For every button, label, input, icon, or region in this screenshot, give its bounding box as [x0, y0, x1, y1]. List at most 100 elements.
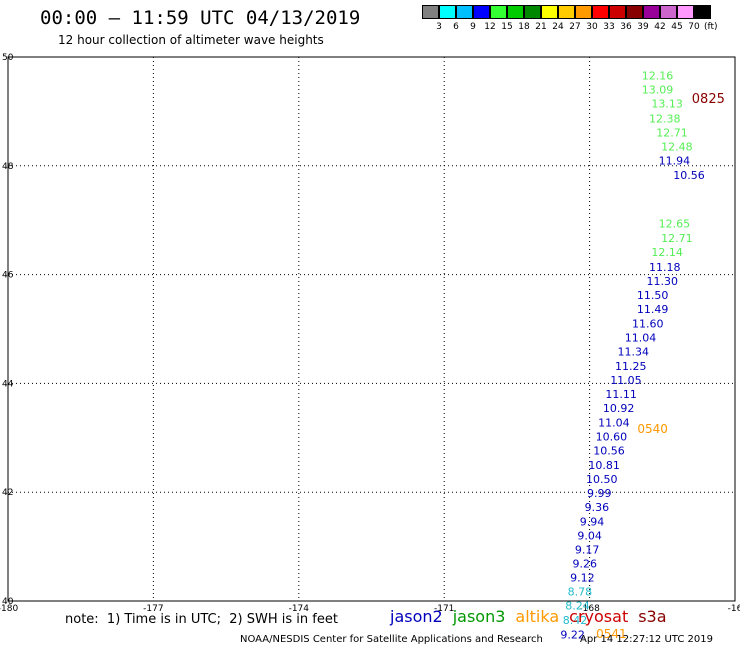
wave-height-label: 10.81 — [588, 459, 620, 472]
wave-height-label: 11.04 — [598, 416, 630, 429]
wave-height-label: 10.50 — [586, 473, 618, 486]
wave-height-label: 10.56 — [593, 445, 625, 458]
y-tick-label: 42 — [2, 488, 13, 498]
plot-frame — [7, 56, 736, 602]
wave-height-label: 9.26 — [573, 557, 598, 570]
colorbar-swatch — [592, 5, 609, 19]
colorbar-tick-label: 42 — [654, 22, 666, 32]
wave-height-label: 12.48 — [661, 141, 693, 154]
pass-time-annotation: 0541 — [596, 627, 627, 641]
wave-height-label: 13.09 — [642, 83, 674, 96]
wave-height-label: 9.04 — [577, 530, 602, 543]
wave-height-label: 13.13 — [651, 98, 683, 111]
colorbar-swatch — [439, 5, 456, 19]
colorbar-tick-label: 33 — [603, 22, 615, 32]
colorbar-swatch — [490, 5, 507, 19]
colorbar-tick-label: 6 — [453, 22, 459, 32]
y-tick-label: 46 — [2, 271, 14, 281]
wave-height-label: 9.17 — [575, 544, 600, 557]
colorbar-swatch — [456, 5, 473, 19]
x-tick-label: -174 — [289, 604, 310, 614]
wave-height-label: 12.65 — [659, 217, 691, 230]
wave-height-label: 8.78 — [568, 586, 593, 599]
y-tick-label: 50 — [2, 53, 14, 63]
wave-height-label: 9.36 — [585, 501, 610, 514]
x-tick-label: -180 — [0, 604, 18, 614]
x-tick-label: -177 — [143, 604, 163, 614]
wave-height-label: 9.22 — [560, 629, 585, 642]
colorbar-tick-label: 36 — [620, 22, 632, 32]
y-tick-label: 44 — [2, 379, 14, 389]
wave-height-label: 11.49 — [637, 303, 669, 316]
wave-height-label: 9.99 — [587, 487, 612, 500]
wave-height-label: 11.94 — [659, 155, 691, 168]
wave-height-label: 8.42 — [563, 614, 588, 627]
colorbar-tick-label: 15 — [501, 22, 513, 32]
wave-height-label: 10.56 — [673, 169, 705, 182]
legend-entry-jason3: jason3 — [452, 607, 506, 626]
colorbar-tick-label: 12 — [484, 22, 496, 32]
wave-height-label: 9.94 — [580, 515, 605, 528]
wave-height-label: 11.34 — [617, 346, 649, 359]
y-tick-label: 40 — [2, 597, 14, 607]
generation-timestamp: Apr 14 12:27:12 UTC 2019 — [580, 634, 713, 645]
wave-height-label: 9.12 — [570, 571, 595, 584]
wave-height-label: 12.38 — [649, 112, 681, 125]
colorbar-tick-label: 21 — [535, 22, 547, 32]
colorbar-swatch — [694, 5, 711, 19]
colorbar-tick-label: 27 — [569, 22, 581, 32]
colorbar-tick-label: 24 — [552, 22, 564, 32]
colorbar-swatch — [643, 5, 660, 19]
wave-height-label: 12.14 — [651, 246, 683, 259]
pass-time-annotation: 0825 — [692, 92, 725, 107]
colorbar-swatch — [575, 5, 592, 19]
wave-height-label: 12.71 — [661, 232, 693, 245]
wave-height-label: 11.11 — [605, 388, 637, 401]
y-tick-label: 48 — [2, 162, 14, 172]
legend-entry-s3a: s3a — [638, 607, 667, 626]
page-title: 00:00 – 11:59 UTC 04/13/2019 — [40, 7, 361, 29]
wave-height-label: 12.16 — [642, 69, 674, 82]
x-tick-label: -168 — [579, 604, 600, 614]
colorbar-swatch — [558, 5, 575, 19]
legend-entry-cryosat: cryosat — [569, 607, 629, 626]
colorbar-swatch — [422, 5, 439, 19]
wave-height-label: 11.60 — [632, 317, 664, 330]
x-tick-label: -171 — [434, 604, 454, 614]
wave-height-label: 11.18 — [649, 261, 681, 274]
colorbar-unit: (ft) — [704, 22, 718, 32]
wave-height-label: 11.25 — [615, 360, 647, 373]
pass-time-annotation: 0540 — [637, 422, 668, 436]
x-tick-label: -16 — [728, 604, 740, 614]
colorbar-swatch — [507, 5, 524, 19]
wave-height-label: 11.04 — [625, 332, 657, 345]
satellite-legend: jason2 jason3 altika cryosat s3a — [390, 607, 677, 626]
colorbar-swatch — [626, 5, 643, 19]
colorbar-swatch — [541, 5, 558, 19]
colorbar-swatch — [660, 5, 677, 19]
colorbar-tick-label: 18 — [518, 22, 530, 32]
wave-height-label: 10.60 — [596, 431, 628, 444]
page-subtitle: 12 hour collection of altimeter wave hei… — [58, 33, 324, 47]
wave-height-label: 11.30 — [647, 275, 679, 288]
wave-height-label: 10.92 — [603, 402, 635, 415]
colorbar-tick-label: 70 — [688, 22, 700, 32]
colorbar-tick-label: 3 — [436, 22, 442, 32]
legend-entry-jason2: jason2 — [390, 607, 443, 626]
wave-height-label: 8.24 — [565, 600, 590, 613]
footer-note: note: 1) Time is in UTC; 2) SWH is in fe… — [65, 612, 338, 627]
wave-height-label: 11.50 — [637, 289, 669, 302]
colorbar-swatch — [473, 5, 490, 19]
wave-height-label: 12.71 — [656, 126, 688, 139]
colorbar-tick-label: 45 — [671, 22, 683, 32]
colorbar-tick-label: 9 — [470, 22, 476, 32]
colorbar-swatch — [609, 5, 626, 19]
wave-height-label: 11.05 — [610, 374, 642, 387]
credit-line: NOAA/NESDIS Center for Satellite Applica… — [240, 634, 543, 645]
legend-entry-altika: altika — [515, 607, 560, 626]
colorbar-swatch — [524, 5, 541, 19]
colorbar-swatch — [677, 5, 694, 19]
colorbar-tick-label: 30 — [586, 22, 598, 32]
